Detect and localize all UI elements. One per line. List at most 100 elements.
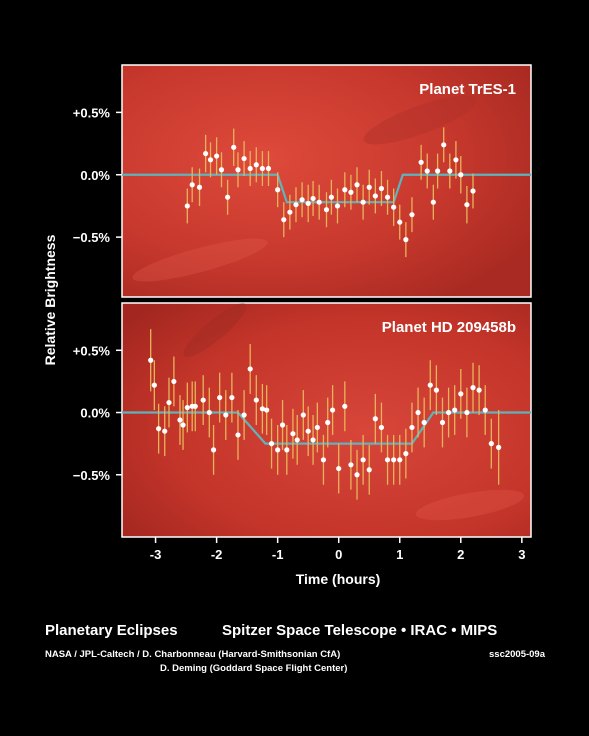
data-point bbox=[217, 394, 223, 401]
texture-streak bbox=[415, 489, 525, 521]
data-point bbox=[268, 441, 275, 447]
data-point bbox=[189, 182, 195, 188]
data-point bbox=[320, 457, 327, 463]
data-point bbox=[328, 194, 334, 200]
x-axis: -3 -2 -1 0 1 2 3 bbox=[150, 537, 525, 562]
y-tick-label: −0.5% bbox=[73, 230, 111, 245]
x-tick-label: 1 bbox=[396, 547, 403, 562]
data-point bbox=[441, 142, 447, 148]
data-point bbox=[470, 188, 476, 194]
x-tick-label: -1 bbox=[272, 547, 284, 562]
data-point bbox=[316, 199, 322, 205]
data-point bbox=[293, 202, 299, 208]
panel-tres1-background bbox=[121, 64, 532, 298]
data-point bbox=[453, 157, 459, 163]
data-point bbox=[439, 419, 446, 426]
data-point bbox=[458, 172, 464, 178]
data-point bbox=[360, 457, 366, 463]
data-point bbox=[424, 168, 430, 174]
data-point bbox=[384, 457, 391, 463]
data-point bbox=[259, 406, 266, 412]
data-point bbox=[192, 403, 198, 409]
data-point bbox=[166, 399, 172, 406]
data-point bbox=[310, 195, 316, 202]
data-point bbox=[253, 162, 259, 168]
data-point bbox=[445, 409, 452, 416]
data-point bbox=[210, 447, 217, 453]
data-point bbox=[336, 465, 342, 472]
data-point bbox=[430, 199, 436, 205]
caption-credit-line1: NASA / JPL-Caltech / D. Charbonneau (Har… bbox=[45, 649, 341, 660]
data-point bbox=[275, 187, 281, 193]
data-point bbox=[229, 394, 235, 401]
data-point bbox=[214, 153, 220, 159]
data-point bbox=[476, 387, 482, 393]
data-point bbox=[156, 426, 162, 432]
data-point bbox=[366, 184, 372, 190]
data-point bbox=[348, 189, 354, 195]
data-point bbox=[203, 150, 209, 157]
data-point bbox=[452, 407, 458, 413]
data-point bbox=[330, 407, 336, 413]
data-point bbox=[458, 391, 464, 397]
data-point bbox=[310, 437, 316, 443]
data-point bbox=[360, 199, 366, 205]
data-point bbox=[415, 409, 421, 416]
panel-hd209458b: Planet HD 209458b +0.5% 0.0% −0.5% bbox=[73, 302, 532, 538]
x-tick-label: 2 bbox=[457, 547, 464, 562]
data-point bbox=[241, 412, 247, 418]
texture-streak bbox=[132, 238, 268, 282]
data-point bbox=[488, 441, 494, 447]
data-point bbox=[418, 159, 424, 165]
data-point bbox=[184, 404, 190, 411]
data-point bbox=[323, 207, 330, 213]
data-point bbox=[378, 424, 385, 431]
data-point bbox=[403, 237, 409, 243]
data-point bbox=[482, 407, 488, 413]
x-tick-label: -3 bbox=[150, 547, 162, 562]
data-point bbox=[235, 167, 241, 173]
data-point bbox=[218, 167, 225, 173]
x-tick-label: -2 bbox=[211, 547, 223, 562]
data-point bbox=[206, 409, 212, 416]
data-point bbox=[433, 387, 439, 393]
data-point bbox=[235, 432, 241, 438]
data-point bbox=[290, 431, 296, 437]
panel-tres1-title: Planet TrES-1 bbox=[419, 81, 516, 98]
caption-image-id: ssc2005-09a bbox=[489, 649, 545, 660]
data-point bbox=[372, 193, 378, 199]
data-point bbox=[177, 417, 183, 423]
data-point bbox=[397, 457, 403, 463]
y-axis-label: Relative Brightness bbox=[42, 234, 58, 365]
caption-mission: Spitzer Space Telescope • IRAC • MIPS bbox=[222, 622, 498, 639]
data-point bbox=[184, 203, 190, 209]
data-point bbox=[265, 165, 272, 172]
data-point bbox=[447, 168, 453, 174]
data-point bbox=[354, 472, 360, 478]
data-point bbox=[279, 422, 286, 428]
data-point bbox=[397, 219, 403, 225]
data-point bbox=[231, 144, 237, 150]
data-point bbox=[287, 209, 293, 215]
panel-tres1: Planet TrES-1 +0.5% 0.0% −0.5% bbox=[73, 64, 532, 298]
texture-streak bbox=[183, 303, 247, 357]
data-point bbox=[391, 457, 397, 463]
data-point bbox=[464, 202, 470, 208]
data-point bbox=[366, 467, 372, 473]
data-point bbox=[148, 357, 154, 363]
data-point bbox=[247, 165, 253, 172]
data-point bbox=[470, 385, 476, 391]
data-point bbox=[284, 447, 290, 453]
data-point bbox=[294, 437, 300, 443]
transit-model-line bbox=[122, 173, 531, 204]
data-point bbox=[299, 197, 305, 203]
data-point bbox=[241, 155, 247, 162]
data-point bbox=[342, 403, 348, 409]
data-point bbox=[496, 444, 502, 450]
y-tick-label: −0.5% bbox=[73, 468, 111, 483]
texture-streak bbox=[363, 95, 477, 145]
data-point bbox=[314, 424, 320, 431]
data-point bbox=[196, 184, 203, 190]
caption-credit-line2: D. Deming (Goddard Space Flight Center) bbox=[160, 663, 348, 674]
